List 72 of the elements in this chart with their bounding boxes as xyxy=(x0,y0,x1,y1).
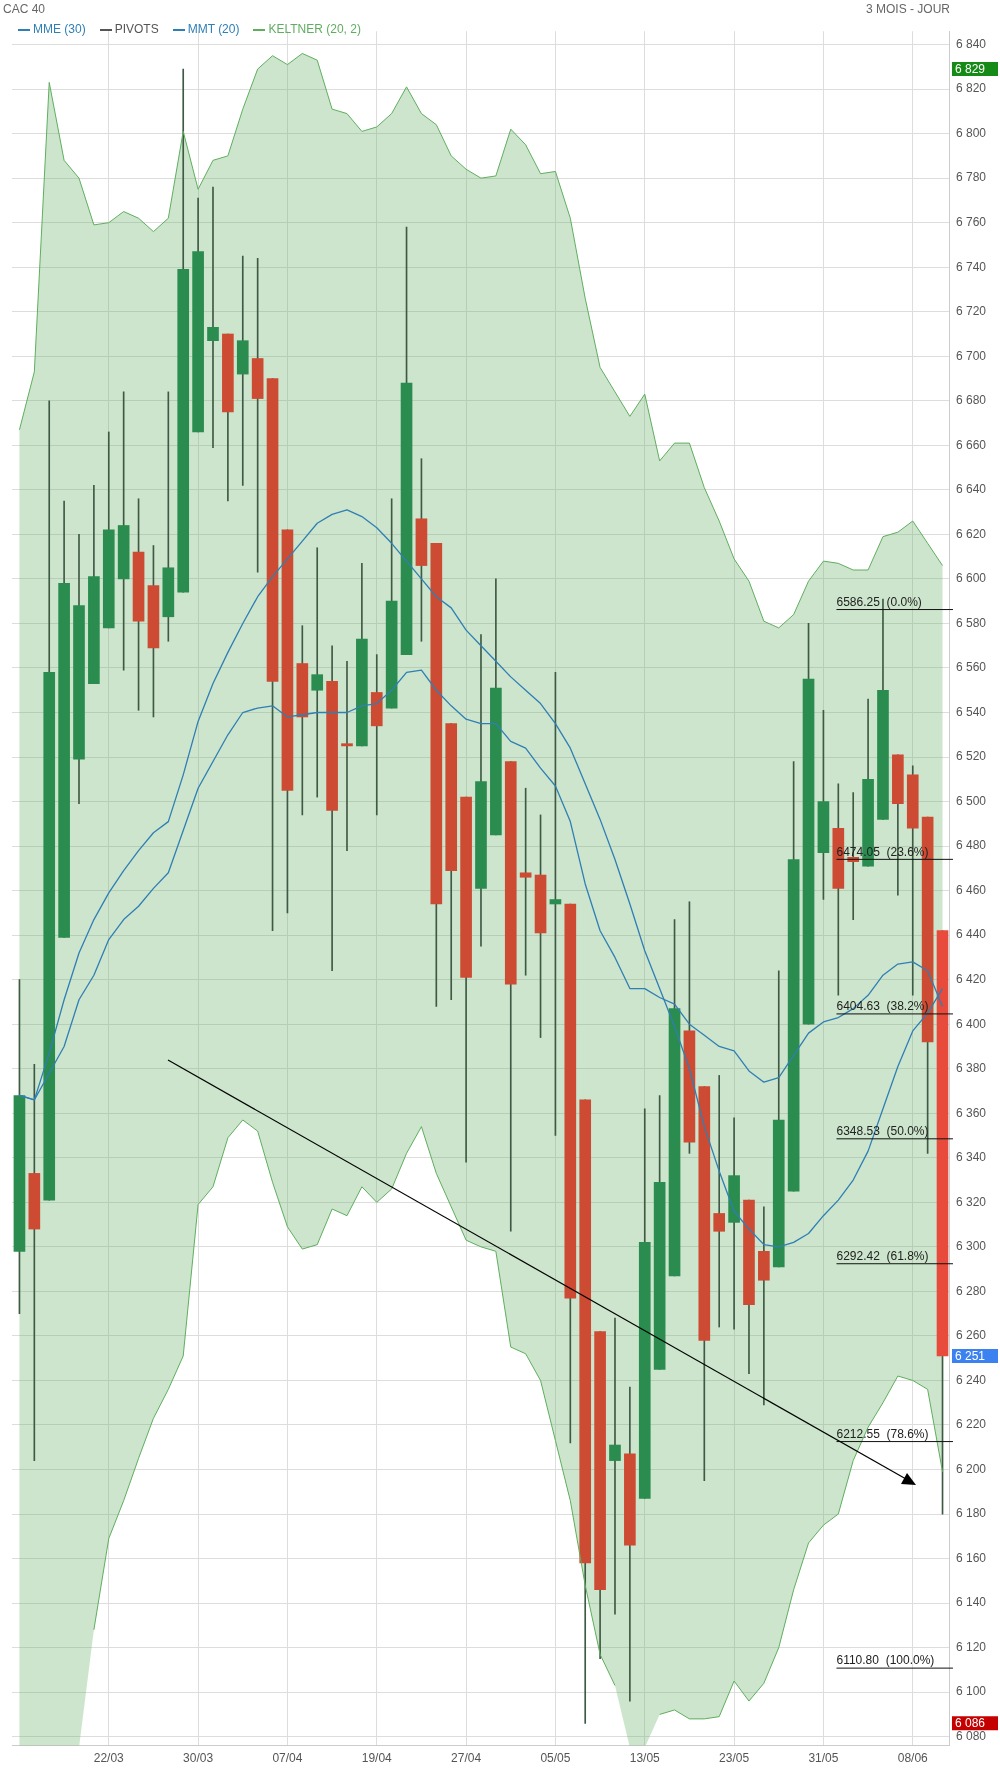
text: 6 086 xyxy=(954,1716,986,1731)
x-tick-label: 13/05 xyxy=(629,1751,661,1766)
candlestick xyxy=(370,654,383,816)
y-tick-label: 6 120 xyxy=(955,1639,987,1654)
candlestick xyxy=(207,186,219,448)
x-tick-label: 22/03 xyxy=(93,1751,125,1766)
y-tick-label: 6 560 xyxy=(955,660,987,675)
x-tick-label: 07/04 xyxy=(272,1751,303,1766)
chart-title: CAC 40 xyxy=(3,2,46,16)
y-tick-label: 6 360 xyxy=(955,1105,987,1120)
y-tick-label: 6 260 xyxy=(955,1328,987,1343)
x-tick-label: 05/05 xyxy=(540,1751,571,1766)
ref-line-label: 6212.55 (78.6%) xyxy=(836,1426,929,1441)
y-tick-label: 6 100 xyxy=(955,1684,987,1699)
legend-label: MME (30) xyxy=(32,22,86,36)
y-tick-label: 6 480 xyxy=(955,838,987,853)
x-tick-label: 31/05 xyxy=(808,1751,839,1766)
y-tick-label: 6 580 xyxy=(955,615,987,630)
y-tick-label: 6 760 xyxy=(955,214,987,229)
candlestick xyxy=(236,255,249,486)
annotation: PIVOTS xyxy=(113,22,159,36)
y-tick-label: 6 600 xyxy=(955,571,987,586)
legend-label: MMT (20) xyxy=(186,22,240,36)
y-tick-label: 6 640 xyxy=(955,482,987,497)
x-tick-label: 08/06 xyxy=(897,1751,929,1766)
candlestick xyxy=(713,1075,726,1328)
y-tick-label: 6 420 xyxy=(955,972,987,986)
y-tick-label: 6 720 xyxy=(955,304,987,319)
y-tick-label: 6 140 xyxy=(955,1595,987,1610)
y-tick-label: 6 520 xyxy=(955,749,987,764)
y-tick-label: 6 280 xyxy=(955,1283,987,1298)
y-tick-label: 6 680 xyxy=(955,393,987,408)
y-tick-label: 6 620 xyxy=(955,526,987,541)
candlestick xyxy=(311,547,324,798)
candlestick xyxy=(758,1206,770,1406)
y-tick-label: 6 780 xyxy=(955,170,987,185)
y-tick-label: 6 340 xyxy=(955,1150,987,1165)
x-tick-label: 19/04 xyxy=(361,1751,393,1766)
chart-subtitle: 3 MOIS - JOUR xyxy=(865,2,950,16)
x-tick-label: 23/05 xyxy=(719,1751,750,1766)
y-tick-label: 6 160 xyxy=(955,1550,987,1565)
y-tick-label: 6 500 xyxy=(955,793,987,808)
y-tick-label: 6 740 xyxy=(955,259,987,274)
y-tick-label: 6 200 xyxy=(955,1461,987,1476)
candlestick xyxy=(728,1117,740,1330)
y-tick-label: 6 460 xyxy=(955,882,987,897)
y-tick-label: 6 320 xyxy=(955,1194,987,1209)
y-tick-label: 6 700 xyxy=(955,348,987,363)
y-tick-label: 6 080 xyxy=(955,1729,987,1744)
ref-line-label: 6110.80 (100.0%) xyxy=(836,1653,935,1668)
y-tick-label: 6 380 xyxy=(955,1061,987,1076)
y-tick-label: 6 820 xyxy=(955,81,987,96)
y-tick-label: 6 220 xyxy=(955,1417,987,1432)
y-tick-label: 6 540 xyxy=(955,704,987,719)
x-tick-label: 27/04 xyxy=(451,1751,482,1766)
y-tick-label: 6 400 xyxy=(955,1016,987,1031)
candlestick xyxy=(609,1317,621,1615)
text: 6 251 xyxy=(954,1348,986,1363)
candlestick xyxy=(341,660,353,851)
y-tick-label: 6 300 xyxy=(955,1239,987,1254)
y-tick-label: 6 660 xyxy=(955,437,987,452)
y-tick-label: 6 800 xyxy=(955,125,987,140)
ref-line-label: 6586.25 (0.0%) xyxy=(836,594,922,609)
y-tick-label: 6 840 xyxy=(955,36,987,51)
legend-label: KELTNER (20, 2) xyxy=(267,22,361,36)
y-tick-label: 6 240 xyxy=(955,1372,987,1387)
ref-line-label: 6292.42 (61.8%) xyxy=(836,1249,929,1264)
y-tick-label: 6 440 xyxy=(955,927,987,942)
text: 6 829 xyxy=(954,61,986,76)
y-tick-label: 6 180 xyxy=(955,1506,987,1521)
x-tick-label: 30/03 xyxy=(183,1751,214,1766)
candlestick xyxy=(162,391,175,642)
